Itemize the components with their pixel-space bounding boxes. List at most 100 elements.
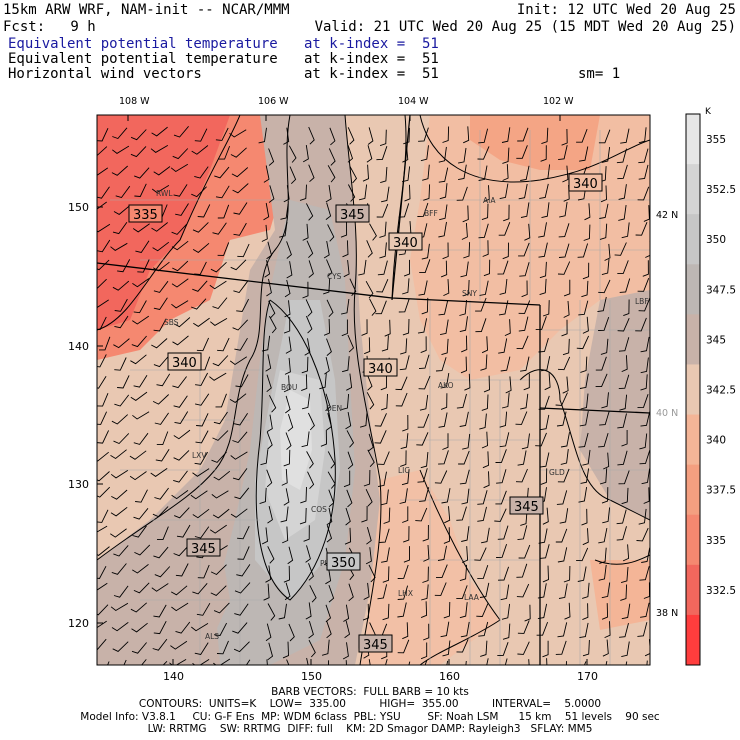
wind-barb [113,205,131,215]
wind-barb [134,544,151,556]
contour-label-box-7 [509,496,544,515]
wind-barb [524,604,531,622]
wind-barb [123,659,127,665]
wind-barb [156,431,169,446]
wind-barb [117,259,131,273]
wind-barb [151,222,168,232]
wind-barb [110,602,129,612]
wind-barb [478,223,489,239]
wind-barb [616,526,627,541]
wind-barb [380,373,388,391]
station-cys: CYS [327,272,342,281]
top-lon-label-104w: 104 W [398,96,429,107]
wind-barb [367,449,375,468]
wind-barb [518,316,529,332]
wind-barb [232,319,249,331]
wind-barb [477,564,489,580]
wind-barb [540,145,547,162]
station-als: ALS [205,632,219,641]
wind-barb [461,488,470,505]
wind-barb [477,490,488,505]
wind-barb [154,487,169,500]
contour-label-box-8 [186,538,221,557]
wind-barb [496,469,507,484]
wind-barb [618,470,630,485]
wind-barb [483,471,490,489]
wind-barb [418,354,430,370]
wind-barb [619,278,631,293]
contour-label-1: 335 [133,208,158,223]
wind-barb [231,167,249,178]
wind-barb [234,487,250,500]
wind-barb [563,279,571,297]
wind-barb [193,317,210,327]
wind-barb [381,335,389,352]
wind-barb [637,278,650,292]
wind-barb [459,316,468,333]
wind-barb [266,278,272,297]
wind-barb [325,202,332,220]
wind-barb [342,240,349,258]
wind-barb [483,375,490,393]
wind-barb [307,412,315,431]
wind-barb [152,241,170,252]
wind-barb [499,411,508,428]
wind-barb [440,260,448,278]
station-lxv: LXV [192,451,207,460]
wind-barb [264,260,271,278]
wind-barb [173,470,188,483]
wind-barb [538,222,547,238]
wind-barb [376,203,389,218]
wind-barb [278,603,287,620]
contour-label-box-9 [326,552,361,571]
wind-barb [132,315,150,325]
wind-barb [307,471,315,490]
wind-barb [234,582,251,594]
wind-barb [420,145,429,162]
wind-barb [497,566,510,581]
wind-barb [341,319,348,337]
wind-barb [133,300,147,314]
wind-barb [418,375,431,390]
right-lat-label-38n: 38 N [656,608,678,619]
wind-barb [637,186,650,201]
wind-barb [325,566,332,585]
wind-barb [497,642,509,656]
wind-barb [456,393,467,409]
wind-barb [541,164,551,181]
wind-barb [306,451,314,469]
wind-barb [618,184,627,200]
wind-barb [233,641,250,653]
wind-barb [266,431,273,450]
wind-barb [621,430,628,447]
wind-barb [132,411,150,420]
wind-barb [280,506,289,523]
wind-barb [517,450,527,466]
wind-barb [579,373,589,389]
wind-barb [497,525,509,540]
wind-barb [381,547,390,563]
wind-barb [461,546,469,563]
wind-barb [562,165,569,183]
wind-barb [497,260,509,275]
wind-barb [456,506,467,521]
wind-barb [604,621,611,639]
wind-barb [636,527,649,542]
wind-barb [284,582,291,601]
wind-barb [435,564,448,579]
wind-barb [460,261,469,278]
wind-barb [343,260,350,278]
wind-barb [640,411,650,427]
wind-barb [173,184,188,197]
wind-barb [115,185,131,199]
wind-barb [173,450,190,461]
wind-barb [236,298,249,312]
wind-barb [499,432,510,448]
wind-barb [344,620,351,639]
wind-barb [347,451,354,470]
wind-barb [233,281,248,294]
fill-355-region-front-range [280,390,312,490]
wind-barb [341,298,350,315]
right-lat-label-40n: 40 N [656,408,678,419]
wind-barb [459,411,469,427]
